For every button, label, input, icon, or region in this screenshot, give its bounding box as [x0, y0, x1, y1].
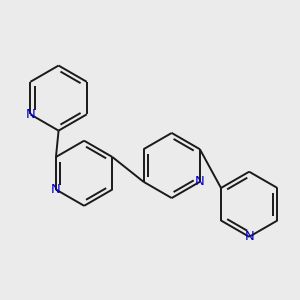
Text: N: N — [51, 183, 61, 196]
Text: N: N — [195, 175, 205, 188]
Text: N: N — [26, 108, 35, 121]
Text: N: N — [244, 230, 254, 243]
